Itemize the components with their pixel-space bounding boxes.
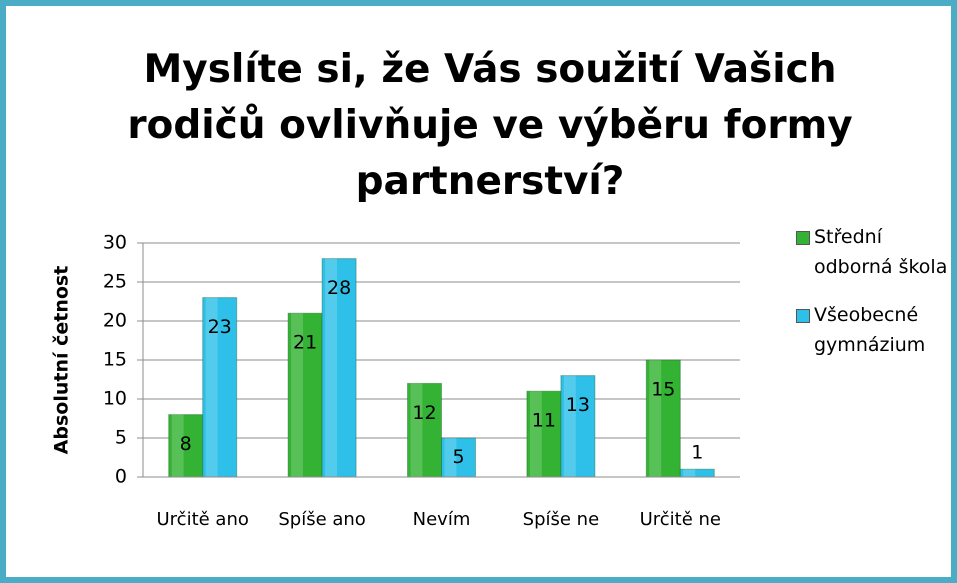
y-tick-label: 30 (103, 232, 127, 254)
bar-highlight (205, 297, 218, 477)
x-tick-label: Určitě ano (157, 509, 249, 530)
bar-highlight (529, 391, 542, 477)
bar (645, 359, 681, 478)
data-label: 12 (412, 402, 436, 424)
y-tick-label: 5 (115, 427, 127, 449)
y-tick-label: 10 (103, 388, 127, 410)
y-tick-label: 0 (115, 466, 127, 488)
bar (560, 375, 596, 478)
bar-highlight (649, 360, 662, 477)
legend-swatch (796, 309, 810, 323)
data-label: 23 (208, 316, 232, 338)
legend-label: Střední odborná škola (814, 226, 948, 278)
x-tick-label: Spíše ano (278, 509, 365, 530)
bar-highlight (410, 383, 423, 477)
data-label: 1 (691, 442, 703, 464)
x-tick-label: Nevím (413, 509, 471, 530)
chart-title: Myslíte si, že Vás soužití Vašich rodičů… (127, 47, 853, 204)
bar (202, 297, 238, 478)
bar-highlight (325, 258, 337, 477)
data-label: 15 (651, 379, 675, 401)
bar-highlight (444, 438, 457, 477)
bar-highlight (683, 469, 696, 477)
y-axis-title: Absolutní četnost (51, 266, 73, 455)
bar-highlight (171, 414, 184, 477)
y-tick-label: 25 (103, 271, 127, 293)
data-label: 11 (532, 410, 556, 432)
y-tick-label: 20 (103, 310, 127, 332)
data-label: 8 (180, 433, 192, 455)
bar (526, 390, 562, 478)
data-label: 28 (327, 277, 351, 299)
bar (441, 437, 476, 478)
bar (287, 312, 323, 478)
bar-highlight (563, 375, 576, 477)
bar-highlight (291, 313, 303, 477)
x-tick-label: Spíše ne (523, 509, 600, 530)
data-label: 13 (566, 394, 590, 416)
x-tick-label: Určitě ne (640, 509, 721, 530)
data-label: 21 (293, 332, 317, 354)
legend-label: Všeobecné gymnázium (814, 304, 926, 356)
y-tick-label: 15 (103, 349, 127, 371)
data-label: 5 (452, 446, 464, 468)
legend-swatch (796, 231, 810, 245)
